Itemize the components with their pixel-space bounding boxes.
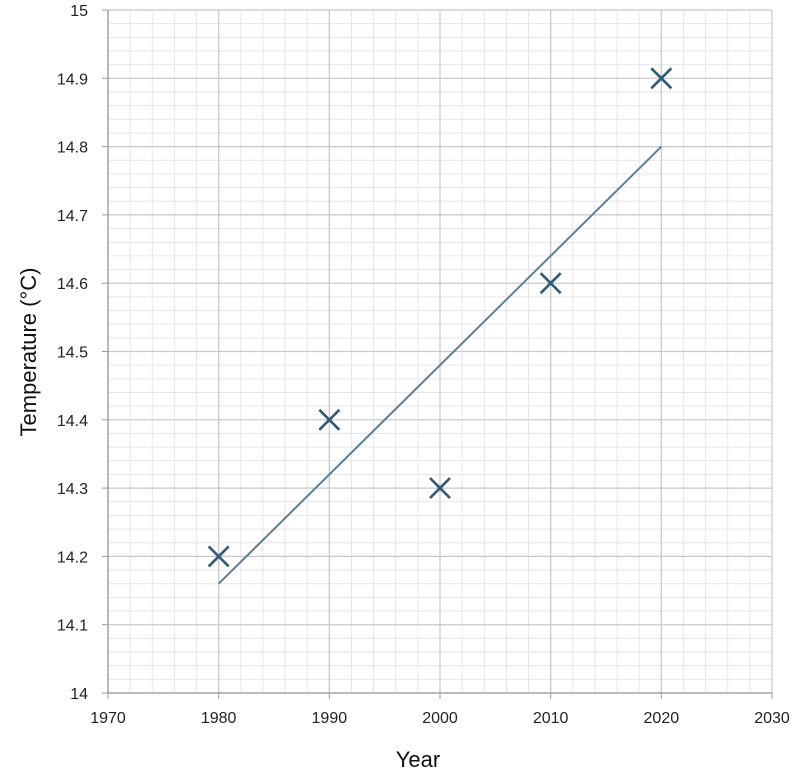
y-axis-title: Temperature (°C) xyxy=(16,268,41,437)
data-point-stroke xyxy=(429,477,451,500)
x-tick-label: 2030 xyxy=(754,710,790,727)
data-point-marker xyxy=(539,272,562,295)
x-tick-label: 2010 xyxy=(533,710,569,727)
y-tick-label: 14 xyxy=(70,686,88,703)
data-points xyxy=(207,67,673,568)
data-point-stroke xyxy=(539,272,562,295)
x-tick-label: 2020 xyxy=(644,710,680,727)
x-tick-label: 2000 xyxy=(422,710,458,727)
y-tick-label: 14.1 xyxy=(57,618,88,635)
data-point-marker xyxy=(650,67,673,90)
y-tick-label: 14.5 xyxy=(57,345,88,362)
data-point-stroke xyxy=(318,408,341,431)
x-axis-title: Year xyxy=(396,747,440,772)
y-tick-label: 14.4 xyxy=(57,413,88,430)
y-tick-label: 14.2 xyxy=(57,549,88,566)
trendline-group xyxy=(217,145,663,585)
y-tick-label: 14.7 xyxy=(57,208,88,225)
data-point-stroke xyxy=(650,67,673,90)
y-tick-label: 15 xyxy=(70,3,88,20)
trendline xyxy=(217,145,663,585)
y-tick-label: 14.6 xyxy=(57,276,88,293)
y-tick-label: 14.8 xyxy=(57,140,88,157)
x-tick-label: 1990 xyxy=(312,710,348,727)
x-tick-label: 1980 xyxy=(201,710,237,727)
data-point-marker xyxy=(429,477,451,500)
y-axis-ticks: 14 14.1 14.2 14.3 14.4 14.5 14.6 14.7 14.8 14.9 15 xyxy=(57,3,108,703)
data-point-marker xyxy=(207,545,230,568)
x-tick-label: 1970 xyxy=(90,710,126,727)
major-grid xyxy=(107,9,773,694)
data-point-stroke xyxy=(207,545,230,568)
y-tick-label: 14.3 xyxy=(57,481,88,498)
y-tick-label: 14.9 xyxy=(57,71,88,88)
data-point-marker xyxy=(318,408,341,431)
x-axis-ticks: 1970 1980 1990 2000 2010 2020 2030 xyxy=(90,693,790,727)
